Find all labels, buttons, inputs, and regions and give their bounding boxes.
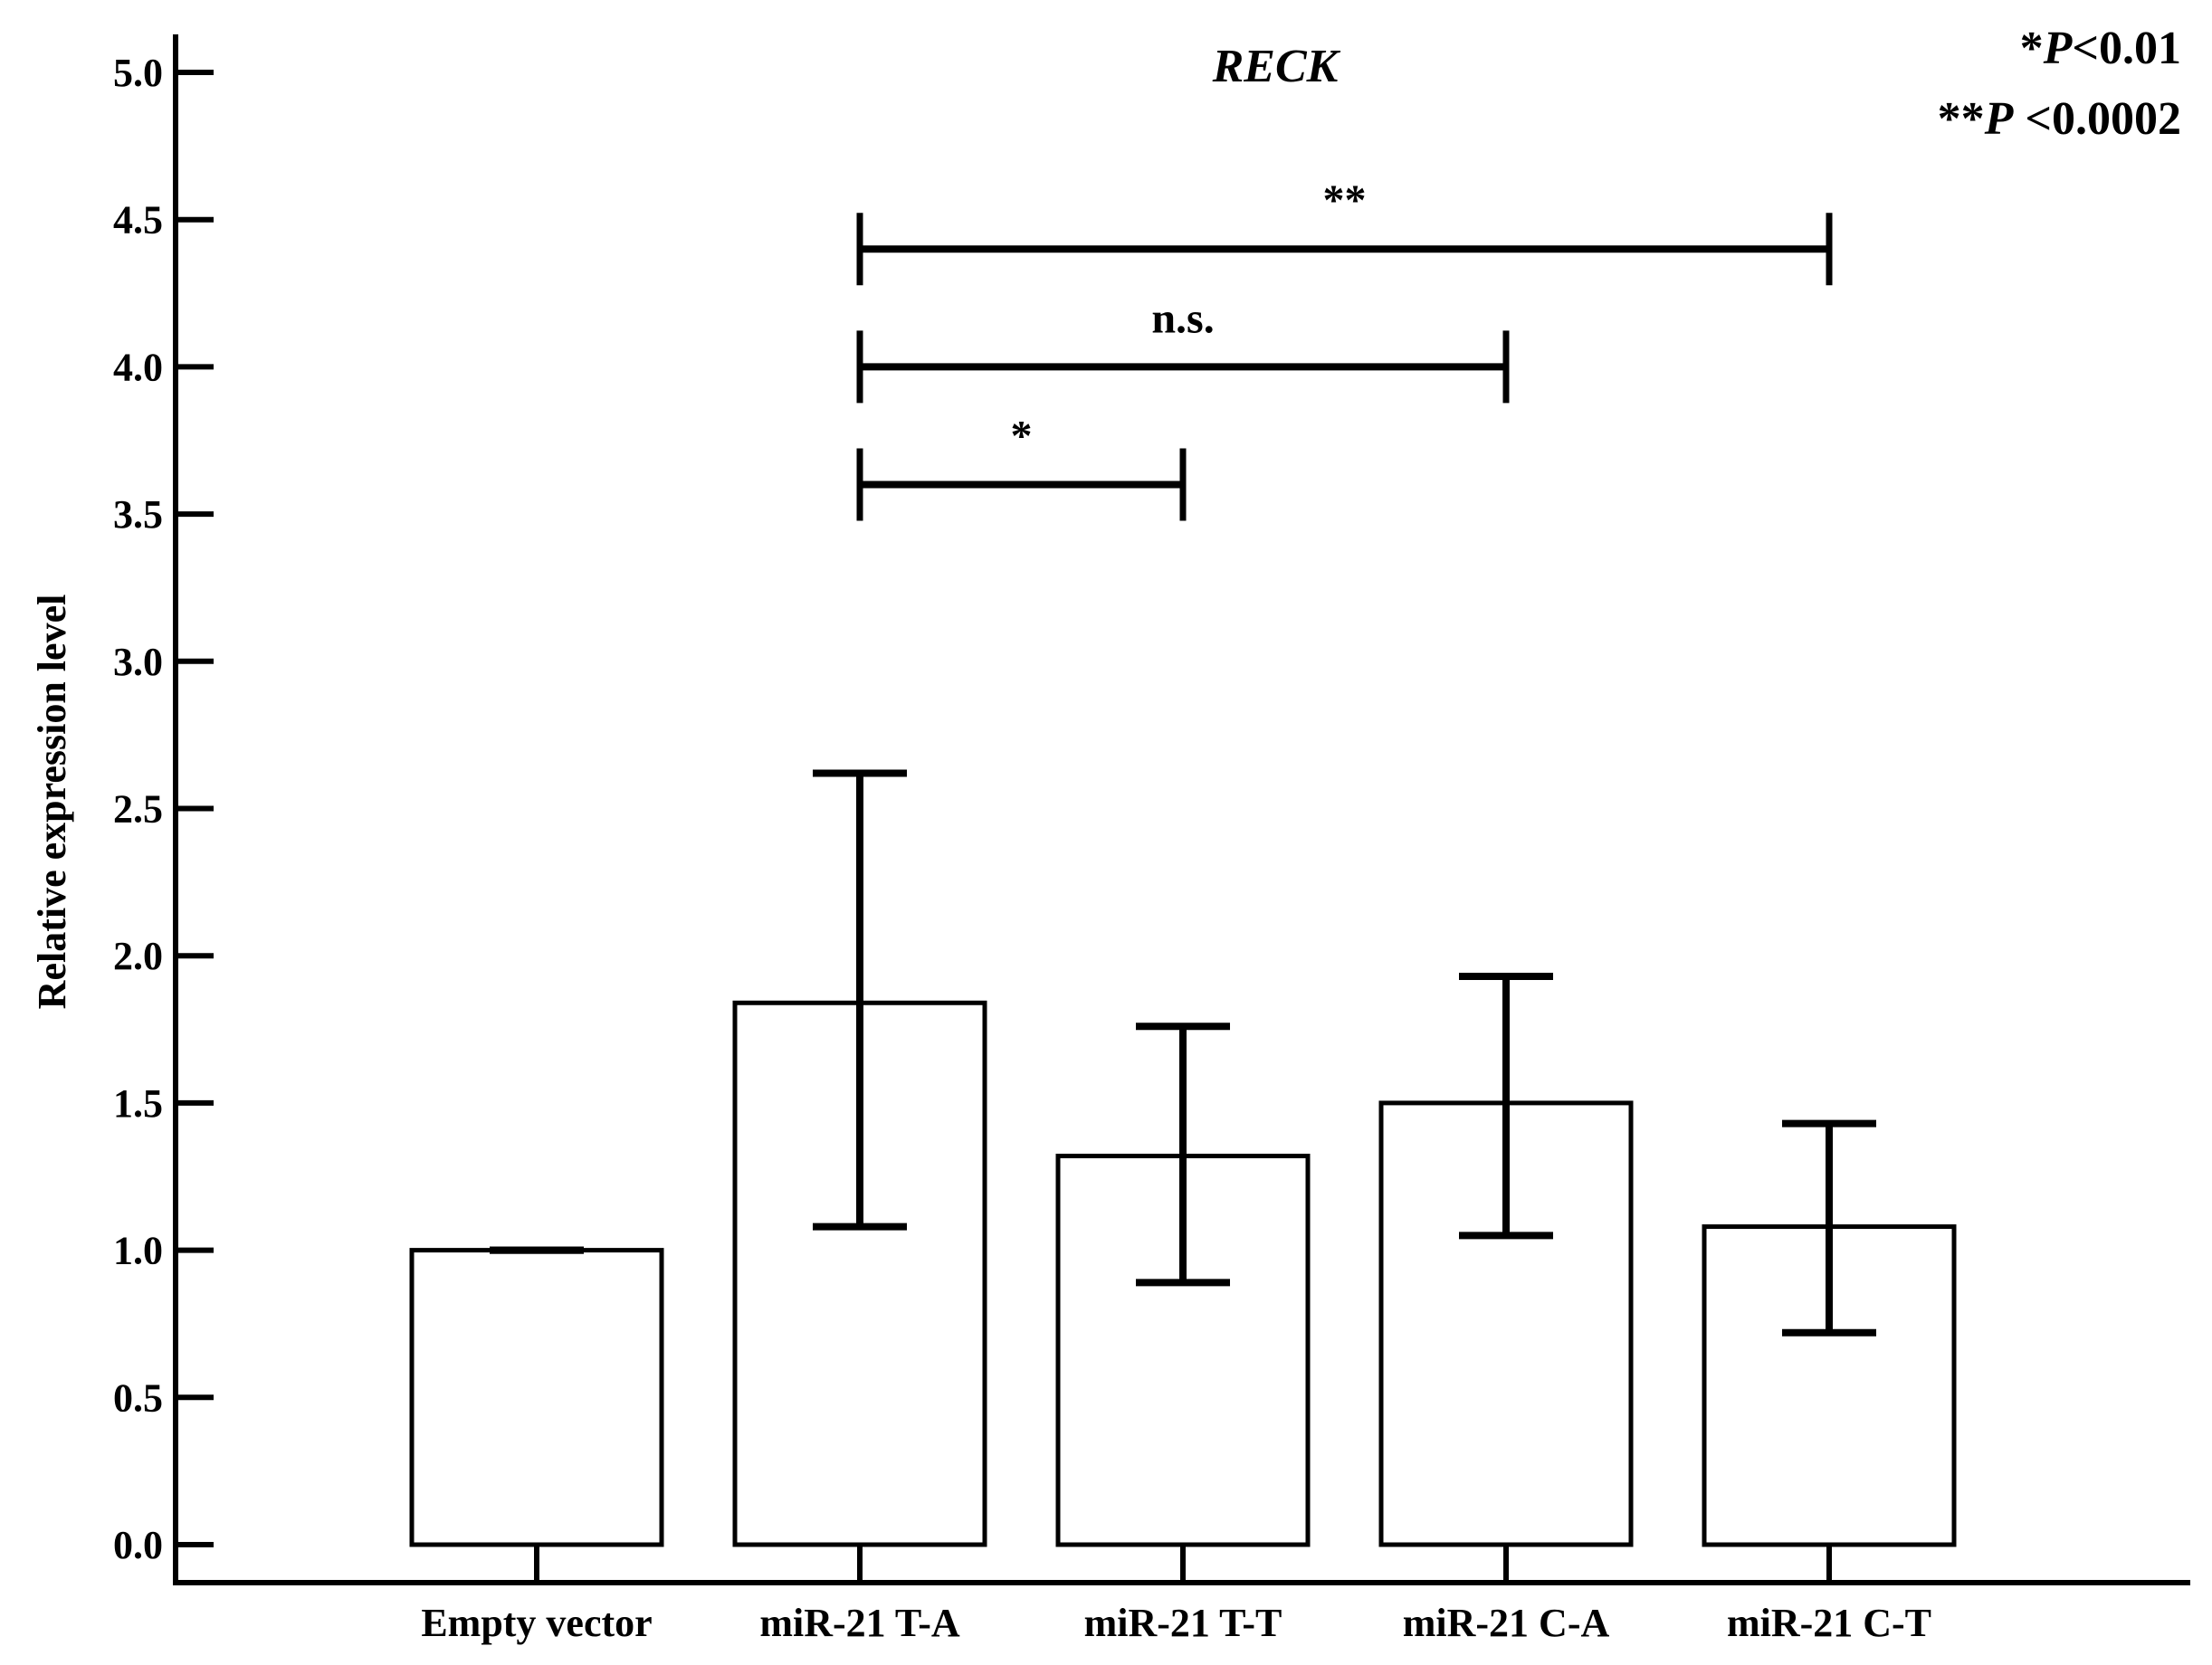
error-bars xyxy=(490,769,1876,1337)
axes: 0.0 0.5 1.0 1.5 2.0 2.5 3.0 3.5 4.0 4.5 5.0 Empty v… xyxy=(113,34,2190,1645)
y-tick-label: 2.0 xyxy=(113,934,163,978)
y-tick-label: 1.5 xyxy=(113,1081,163,1126)
y-tick-label: 5.0 xyxy=(113,51,163,95)
chart-title: RECK xyxy=(1212,41,1341,92)
y-tick-label: 3.0 xyxy=(113,640,163,684)
y-axis-title: Relative expression level xyxy=(30,595,74,1010)
bar xyxy=(409,1248,664,1547)
y-tick-label: 4.5 xyxy=(113,198,163,243)
significance-label: ** xyxy=(1323,176,1367,224)
significance-label: * xyxy=(1011,413,1033,461)
y-tick-label: 0.5 xyxy=(113,1375,163,1420)
y-tick-label: 2.5 xyxy=(113,787,163,832)
significance-label: n.s. xyxy=(1151,294,1214,342)
y-tick-label: 1.0 xyxy=(113,1229,163,1273)
y-tick-label: 3.5 xyxy=(113,492,163,537)
y-tick-label: 4.0 xyxy=(113,345,163,389)
p-value-note: *P<0.01 xyxy=(2020,23,2181,74)
x-tick-label: miR-21 C-T xyxy=(1727,1601,1931,1645)
bars xyxy=(409,1000,1957,1547)
x-tick-label: Empty vector xyxy=(421,1601,652,1645)
x-tick-label: miR-21 C-A xyxy=(1403,1601,1610,1645)
significance-brackets: * n.s. ** xyxy=(856,176,1833,521)
y-tick-label: 0.0 xyxy=(113,1523,163,1567)
x-tick-label: miR-21 T-T xyxy=(1084,1601,1282,1645)
p-value-note: **P <0.0002 xyxy=(1938,93,2181,145)
x-tick-label: miR-21 T-A xyxy=(759,1601,959,1645)
p-value-notes: *P<0.01 **P <0.0002 xyxy=(1938,23,2181,145)
